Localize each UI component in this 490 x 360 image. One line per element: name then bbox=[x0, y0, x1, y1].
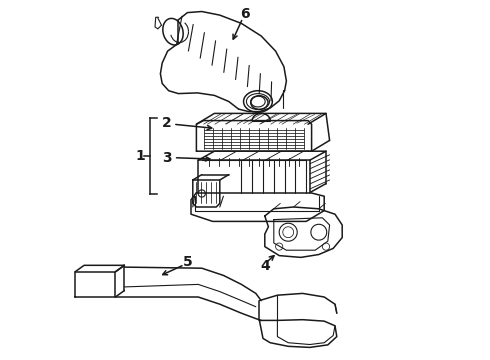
Text: 1: 1 bbox=[136, 149, 146, 163]
Text: 2: 2 bbox=[162, 116, 172, 130]
Text: 4: 4 bbox=[261, 260, 270, 273]
Text: 5: 5 bbox=[182, 255, 192, 269]
Text: 6: 6 bbox=[240, 8, 250, 21]
Text: 3: 3 bbox=[162, 151, 172, 165]
